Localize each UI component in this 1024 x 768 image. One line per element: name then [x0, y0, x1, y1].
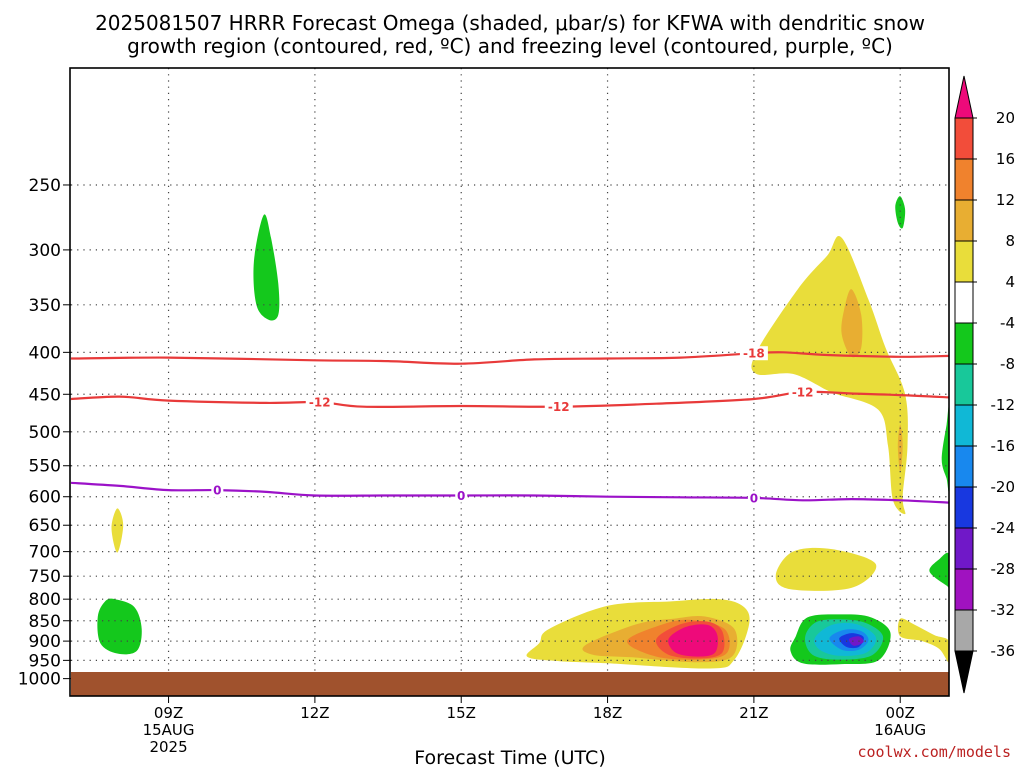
contour-line--12-1 — [71, 390, 949, 408]
colorbar-band-9 — [954, 486, 974, 529]
omega-region-1 — [895, 196, 906, 229]
x-tick-label-12Z: 12Z — [300, 704, 329, 722]
colorbar-band-12 — [954, 609, 974, 652]
x-tick-label-00Z: 00Z — [886, 704, 915, 722]
colorbar-label--24: -24 — [991, 519, 1016, 537]
omega-region-8 — [897, 424, 903, 473]
omega-region-5 — [111, 508, 124, 553]
contour-line-0-2 — [71, 481, 949, 504]
omega-region-6 — [751, 235, 908, 515]
contour-label-bg — [544, 399, 573, 414]
colorbar-label--8: -8 — [1000, 355, 1015, 373]
contour-label--12-0: -12 — [309, 396, 331, 410]
colorbar-top-arrow — [954, 75, 974, 119]
y-tick-label-350: 350 — [29, 296, 61, 316]
y-tick-label-800: 800 — [29, 590, 61, 610]
colorbar-band-5 — [954, 322, 974, 365]
colorbar-label--4: -4 — [1000, 314, 1015, 332]
contour-label-0-2: 0 — [750, 491, 758, 505]
plot-frame — [69, 67, 950, 697]
omega-region-10 — [897, 618, 949, 663]
x-tick-label-21Z: 21Z — [739, 704, 768, 722]
x-tick-label-15AUG: 15AUG — [143, 721, 195, 739]
colorbar-label-20: 20 — [996, 109, 1015, 127]
chart-title-line-1: 2025081507 HRRR Forecast Omega (shaded, … — [95, 11, 925, 35]
colorbar-band-4 — [954, 281, 974, 324]
colorbar-band-0 — [954, 117, 974, 160]
omega-region-7 — [841, 289, 863, 358]
colorbar-label--20: -20 — [991, 478, 1016, 496]
contour-label-0-1: 0 — [457, 489, 465, 503]
colorbar-label-8: 8 — [1005, 232, 1015, 250]
y-tick-label-250: 250 — [29, 176, 61, 196]
y-tick-label-450: 450 — [29, 385, 61, 405]
x-tick-label-15Z: 15Z — [447, 704, 476, 722]
omega-region-15 — [668, 624, 718, 657]
colorbar-band-8 — [954, 445, 974, 488]
x-tick-label-18Z: 18Z — [593, 704, 622, 722]
omega-region-0 — [253, 214, 280, 321]
colorbar-label-4: 4 — [1005, 273, 1015, 291]
colorbar-label--16: -16 — [991, 437, 1016, 455]
contour-label-0-0: 0 — [213, 484, 221, 498]
y-tick-label-1000: 1000 — [18, 670, 61, 690]
omega-region-2 — [97, 598, 142, 655]
x-axis-label: Forecast Time (UTC) — [414, 747, 605, 768]
colorbar-label--32: -32 — [991, 601, 1016, 619]
y-tick-label-750: 750 — [29, 567, 61, 587]
ground-strip — [71, 672, 949, 696]
y-tick-label-400: 400 — [29, 343, 61, 363]
y-tick-label-850: 850 — [29, 612, 61, 632]
contour-label-bg — [305, 395, 334, 410]
contour-label--12-2: -12 — [792, 385, 814, 399]
colorbar-band-1 — [954, 158, 974, 201]
x-tick-label-2025: 2025 — [149, 738, 187, 756]
colorbar-band-11 — [954, 568, 974, 611]
contour-label-bg — [211, 483, 224, 498]
colorbar-band-3 — [954, 240, 974, 283]
x-tick-label-09Z: 09Z — [154, 704, 183, 722]
colorbar-bottom-arrow — [954, 650, 974, 694]
colorbar-label--12: -12 — [991, 396, 1016, 414]
contour-label-bg — [455, 488, 468, 503]
contour-label-bg — [788, 384, 817, 399]
contour-label-bg — [739, 346, 768, 361]
y-tick-label-700: 700 — [29, 543, 61, 563]
y-tick-label-900: 900 — [29, 632, 61, 652]
contour-label--18-0: -18 — [743, 347, 765, 361]
colorbar-label--28: -28 — [991, 560, 1016, 578]
x-tick-label-16AUG: 16AUG — [874, 721, 926, 739]
y-tick-label-650: 650 — [29, 516, 61, 536]
chart-title-line-2: growth region (contoured, red, ºC) and f… — [127, 34, 893, 58]
colorbar-band-10 — [954, 527, 974, 570]
contour-label--12-1: -12 — [548, 400, 570, 414]
colorbar-band-7 — [954, 404, 974, 447]
colorbar-band-6 — [954, 363, 974, 406]
omega-region-9 — [775, 547, 877, 591]
colorbar-label-16: 16 — [996, 150, 1015, 168]
y-tick-label-300: 300 — [29, 241, 61, 261]
contour-line--18-0 — [71, 351, 949, 365]
y-tick-label-550: 550 — [29, 457, 61, 477]
colorbar-label-12: 12 — [996, 191, 1015, 209]
omega-region-3 — [941, 406, 949, 492]
colorbar-band-2 — [954, 199, 974, 242]
colorbar-label--36: -36 — [991, 642, 1016, 660]
y-tick-label-500: 500 — [29, 423, 61, 443]
y-tick-label-950: 950 — [29, 651, 61, 671]
omega-region-21 — [848, 636, 864, 646]
y-tick-label-600: 600 — [29, 488, 61, 508]
omega-region-4 — [929, 552, 949, 589]
credit-text: coolwx.com/models — [857, 743, 1011, 761]
contour-label-bg — [747, 490, 760, 505]
